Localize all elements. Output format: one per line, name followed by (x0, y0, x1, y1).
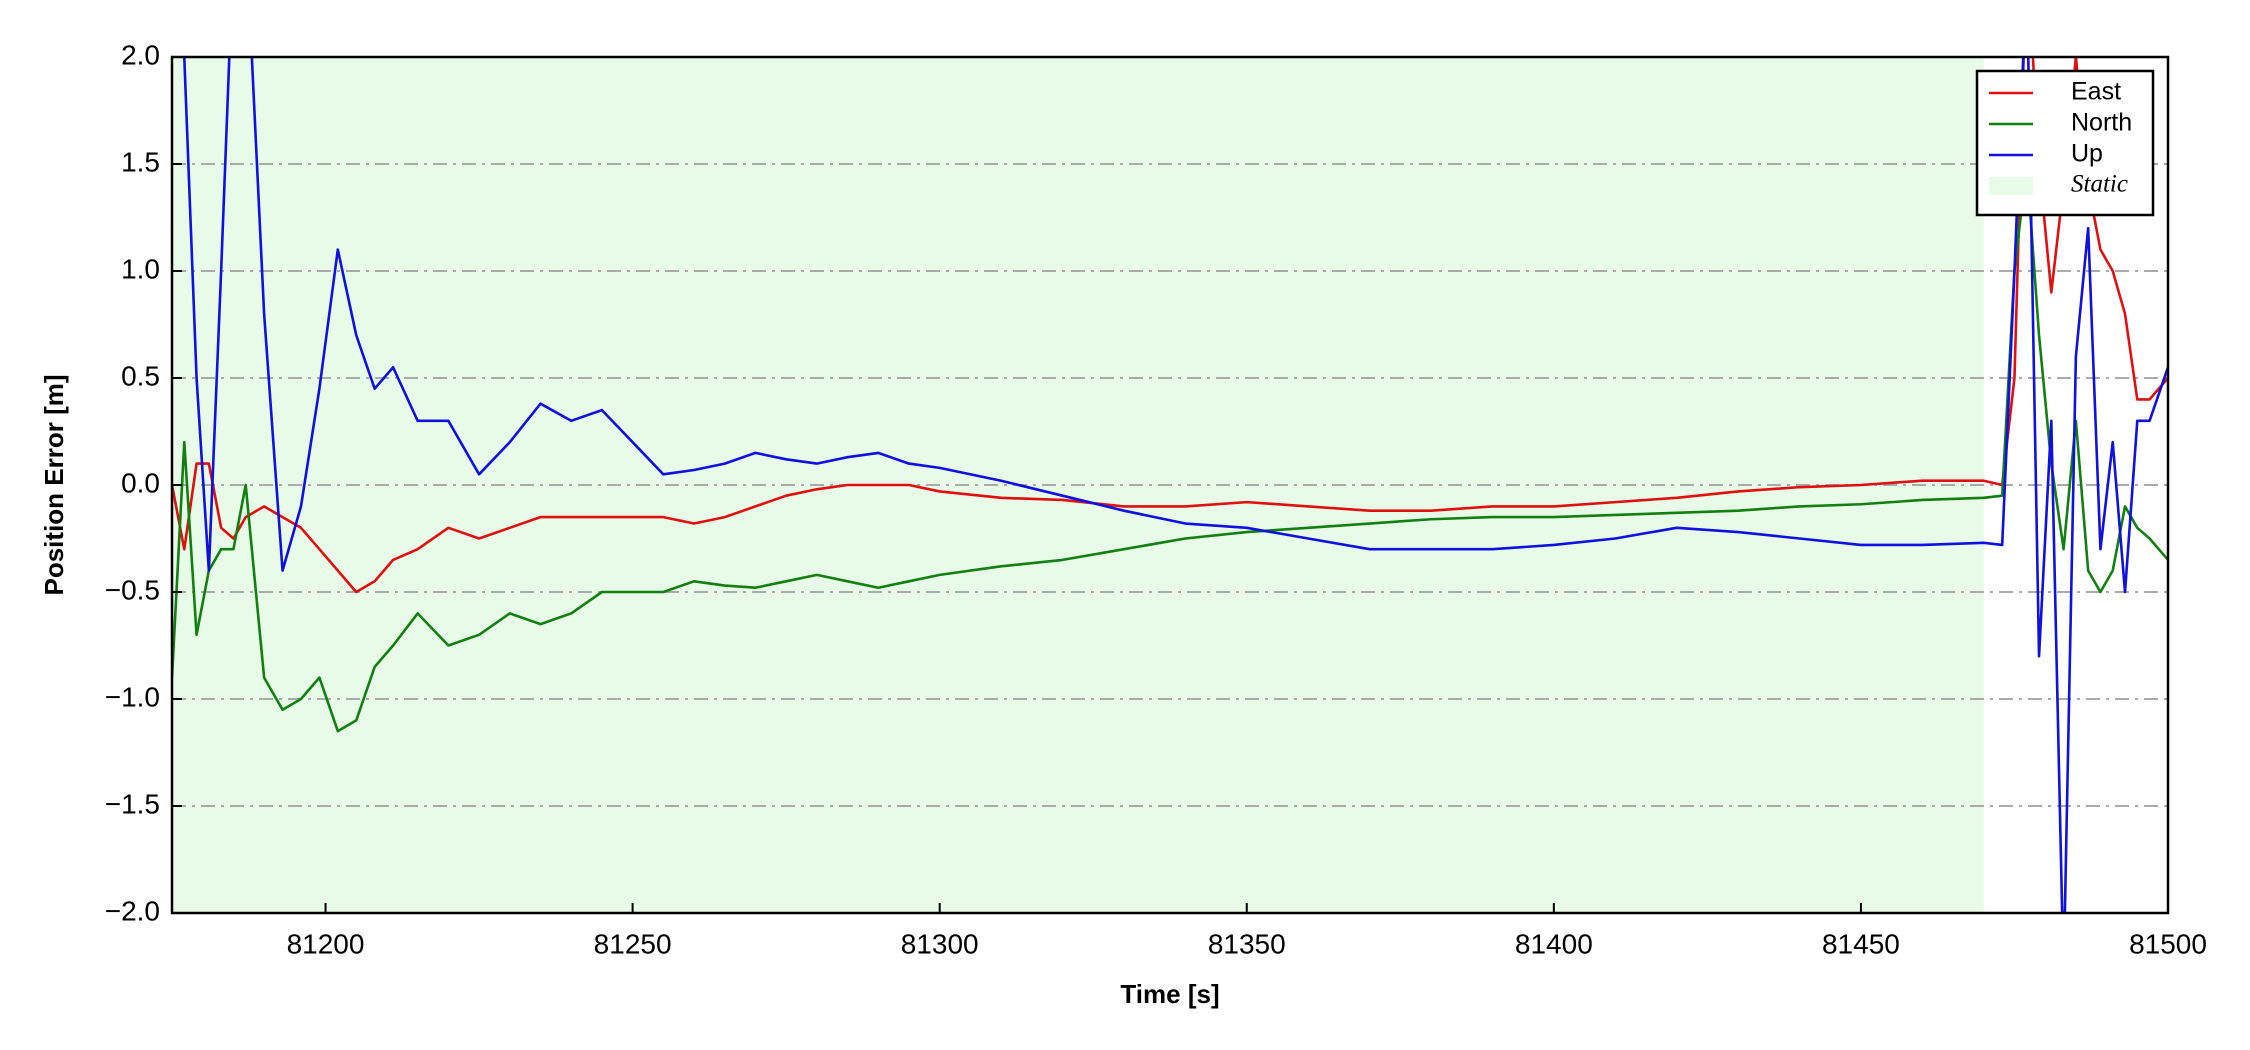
x-axis-label: Time [s] (1120, 979, 1219, 1009)
y-tick-label: 2.0 (121, 39, 160, 70)
x-tick-label: 81500 (2129, 928, 2207, 959)
y-tick-label: −1.5 (105, 788, 160, 819)
x-tick-label: 81300 (901, 928, 979, 959)
legend: East North Up Static (1975, 69, 2155, 217)
x-tick-label: 81200 (287, 928, 365, 959)
legend-label: Static (2071, 171, 2128, 198)
y-tick-label: 0.5 (121, 360, 160, 391)
plot-frame (170, 55, 2170, 915)
legend-label: East (2071, 78, 2121, 106)
y-tick-label: −2.0 (105, 895, 160, 926)
x-tick-label: 81350 (1208, 928, 1286, 959)
legend-swatch (1989, 177, 2033, 195)
legend-label: Up (2071, 140, 2103, 168)
y-tick-label: 1.5 (121, 146, 160, 177)
y-tick-label: −1.0 (105, 681, 160, 712)
plot-area (172, 57, 2168, 913)
y-tick-label: 1.0 (121, 253, 160, 284)
x-tick-label: 81400 (1515, 928, 1593, 959)
y-tick-label: 0.0 (121, 467, 160, 498)
x-tick-label: 81250 (594, 928, 672, 959)
series-line (172, 57, 2168, 594)
y-axis-label: Position Error [m] (39, 374, 69, 595)
series-line (182, 57, 2168, 913)
y-tick-label: −0.5 (105, 574, 160, 605)
legend-label: North (2071, 109, 2132, 137)
x-tick-label: 81450 (1822, 928, 1900, 959)
